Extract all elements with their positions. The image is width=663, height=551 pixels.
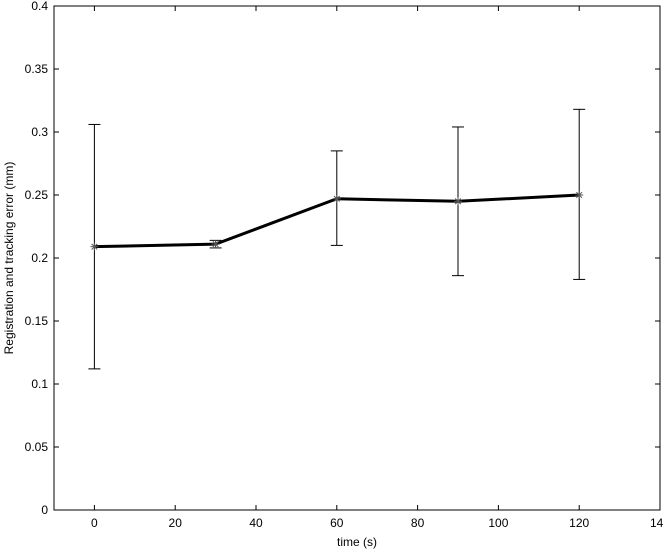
y-tick-label: 0.2 bbox=[31, 251, 48, 265]
x-tick-label: 100 bbox=[488, 516, 508, 530]
y-tick-label: 0.35 bbox=[25, 62, 49, 76]
x-tick-label: 20 bbox=[169, 516, 183, 530]
y-tick-label: 0.1 bbox=[31, 377, 48, 391]
x-tick-label: 60 bbox=[330, 516, 344, 530]
y-tick-label: 0 bbox=[41, 503, 48, 517]
y-axis-label: Registration and tracking error (mm) bbox=[2, 162, 16, 355]
x-tick-label: 0 bbox=[91, 516, 98, 530]
y-tick-label: 0.05 bbox=[25, 440, 49, 454]
y-tick-label: 0.25 bbox=[25, 188, 49, 202]
data-point bbox=[575, 191, 584, 199]
data-point bbox=[90, 242, 99, 251]
data-point bbox=[454, 197, 462, 206]
x-tick-label: 80 bbox=[411, 516, 425, 530]
data-markers bbox=[90, 191, 584, 251]
y-tick-label: 0.4 bbox=[31, 0, 48, 13]
data-point bbox=[332, 194, 341, 203]
y-tick-label: 0.15 bbox=[25, 314, 49, 328]
x-axis-label: time (s) bbox=[337, 535, 377, 549]
plot-area bbox=[53, 5, 661, 511]
y-axis-ticks: 0 0.05 0.1 0.15 0.2 0.25 0.3 0.35 0.4 bbox=[25, 0, 660, 517]
x-tick-label: 120 bbox=[569, 516, 589, 530]
x-axis-ticks: 0 20 40 60 80 100 120 140 bbox=[91, 6, 663, 530]
data-point bbox=[211, 240, 220, 249]
x-tick-label: 140 bbox=[650, 516, 663, 530]
x-tick-label: 40 bbox=[249, 516, 263, 530]
y-tick-label: 0.3 bbox=[31, 125, 48, 139]
